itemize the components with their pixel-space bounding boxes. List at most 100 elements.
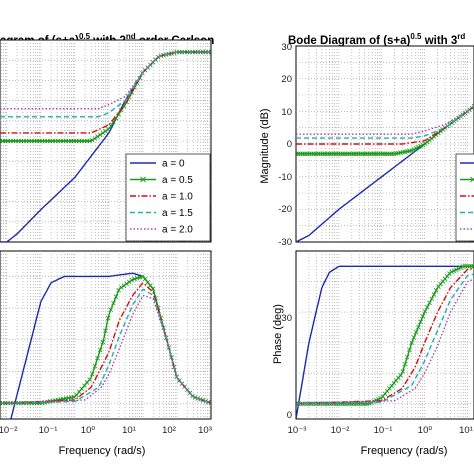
series-line-4: [0, 51, 211, 118]
legend-box: [455, 153, 474, 242]
series-marker: [453, 267, 459, 272]
legend-marker: [140, 176, 146, 183]
right-mag-ylabel: Magnitude (dB): [259, 108, 271, 183]
right-mag-ytick-labels: 30 20 10 0 -10 -20 -30: [278, 42, 292, 248]
series-marker: [116, 111, 121, 117]
series-line-5: [296, 278, 474, 405]
series-marker: [92, 136, 98, 141]
right-chart-title: Bode Diagram of (s+a)0.5 with 3rd: [288, 32, 465, 47]
series-marker: [411, 147, 417, 152]
series-marker: [90, 371, 95, 377]
legend-label: a = 0: [162, 159, 185, 170]
left-xtick-label: 10⁰: [81, 425, 96, 436]
series-marker: [105, 315, 111, 321]
right-mag-ytick-label: -30: [278, 237, 292, 248]
series-marker: [456, 266, 461, 271]
left-legend: a = 0 a = 0.5 a = 1.0 a = 1.5 a = 2.0: [125, 153, 211, 242]
left-title-sup2: nd: [126, 32, 136, 41]
series-marker: [105, 127, 111, 132]
series-marker: [422, 309, 428, 314]
left-x-axis-label: Frequency (rad/s): [59, 445, 146, 457]
right-xtick-label: 10⁻²: [331, 425, 350, 436]
legend-box: [125, 153, 211, 242]
right-xtick-label: 10⁻³: [288, 425, 307, 436]
series-marker: [402, 361, 408, 367]
legend-label: a = 0.5: [162, 175, 193, 186]
series-marker: [416, 144, 421, 150]
series-marker: [420, 314, 426, 319]
series-marker: [108, 307, 114, 313]
series-marker: [126, 279, 132, 285]
series-marker: [100, 130, 106, 136]
series-marker: [103, 328, 108, 334]
series-marker: [97, 347, 103, 353]
series-marker: [471, 263, 474, 269]
left-xtick-label: 10¹: [122, 425, 136, 436]
legend-label: a = 1.0: [162, 192, 193, 203]
right-phase-curves: [296, 263, 474, 419]
series-marker: [108, 123, 114, 129]
series-marker: [418, 143, 423, 149]
series-line-3: [296, 268, 474, 405]
series-marker: [111, 300, 116, 306]
series-marker: [87, 138, 92, 144]
series-marker: [424, 304, 430, 310]
right-legend: [455, 153, 474, 242]
right-xtick-label: 10¹: [459, 425, 473, 436]
series-marker: [208, 400, 211, 406]
series-marker: [404, 354, 410, 360]
left-phase-curves: [0, 272, 211, 419]
legend-label: a = 1.5: [162, 208, 193, 219]
series-marker: [129, 277, 135, 283]
series-line-4: [296, 273, 474, 405]
right-magnitude-curves: [296, 103, 474, 242]
right-xtick-label: 10⁻¹: [374, 425, 393, 436]
series-marker: [458, 265, 463, 270]
series-marker: [416, 324, 421, 330]
right-title-pre: Bode Diagram of (s+a): [288, 35, 411, 47]
series-line-3: [0, 51, 211, 134]
right-mag-ytick-label: 30: [281, 42, 292, 53]
right-title-sup1: 0.5: [410, 32, 422, 41]
series-marker: [103, 128, 108, 134]
series-line-1: [296, 265, 474, 419]
series-marker: [407, 347, 412, 353]
series-marker: [400, 369, 406, 374]
series-marker: [90, 137, 95, 143]
series-marker: [449, 269, 455, 275]
series-line-4: [296, 105, 474, 139]
series-marker: [433, 288, 439, 293]
series-marker: [420, 142, 426, 148]
left-xtick-label: 10⁻¹: [39, 425, 58, 436]
series-marker: [121, 283, 127, 288]
series-marker: [418, 319, 423, 325]
series-marker: [413, 146, 419, 151]
series-marker: [427, 300, 432, 306]
series-marker: [431, 292, 437, 297]
legend-label: a = 2.0: [162, 225, 193, 236]
right-mag-ytick-label: -10: [278, 172, 292, 183]
series-marker: [148, 283, 153, 288]
series-marker: [124, 281, 129, 287]
series-marker: [95, 355, 100, 361]
right-x-axis-label: Frequency (rad/s): [361, 445, 448, 457]
left-phase-axes: [0, 250, 212, 420]
series-marker: [137, 275, 143, 280]
series-line-3: [296, 105, 474, 145]
series-marker: [95, 134, 100, 139]
series-marker: [409, 148, 414, 153]
series-marker: [142, 276, 148, 282]
left-xtick-label: 10²: [162, 425, 176, 436]
left-xtick-label: 10⁻²: [0, 425, 17, 436]
right-x-tick-labels: 10⁻³ 10⁻² 10⁻¹ 10⁰ 10¹: [288, 425, 473, 436]
series-marker: [409, 340, 414, 346]
series-marker: [169, 354, 174, 360]
right-xtick-label: 10⁰: [418, 425, 433, 436]
series-line-5: [0, 51, 211, 110]
series-marker: [100, 339, 106, 345]
series-marker: [413, 329, 419, 335]
series-marker: [134, 275, 140, 281]
right-title-sup2: rd: [457, 32, 465, 41]
left-x-tick-labels: 10⁻² 10⁻¹ 10⁰ 10¹ 10² 10³: [0, 425, 212, 436]
